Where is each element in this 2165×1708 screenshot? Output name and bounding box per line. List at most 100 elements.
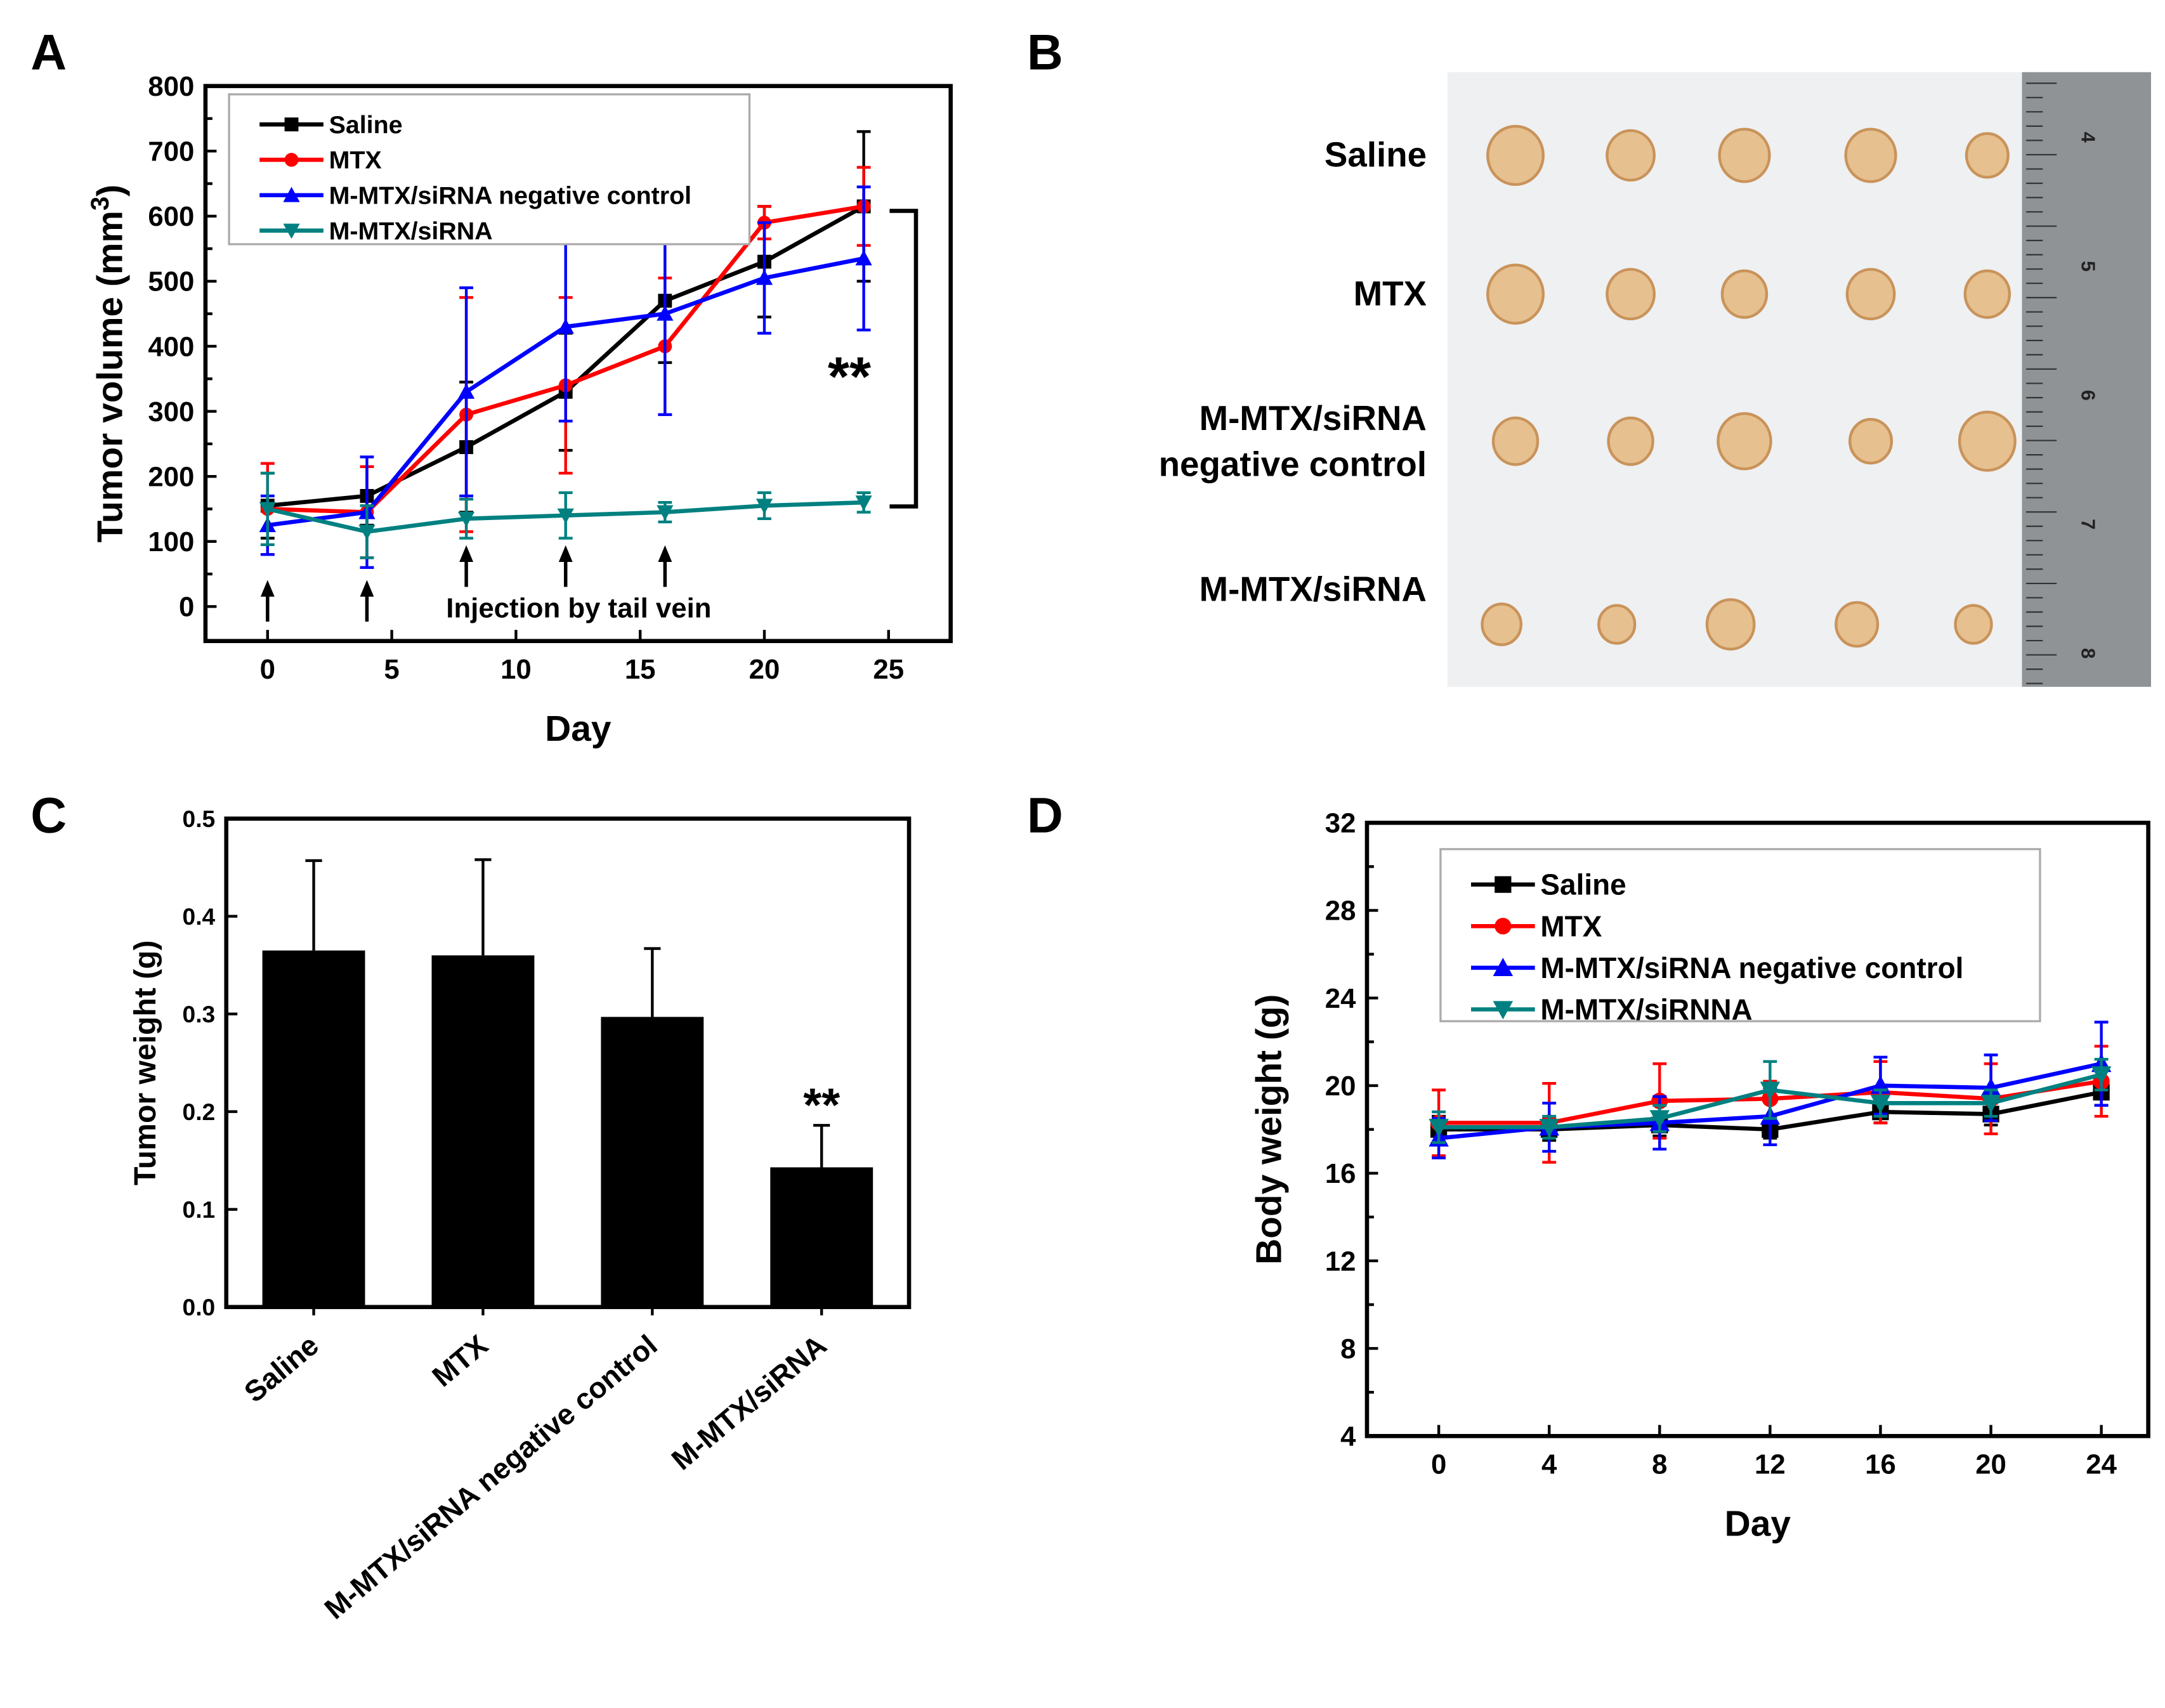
y-tick-label: 600 — [148, 201, 194, 232]
x-tick-label: 16 — [1865, 1449, 1896, 1480]
x-tick-label: MTX — [426, 1328, 494, 1393]
y-tick-label: 100 — [148, 526, 194, 557]
row-label: MTX — [1354, 273, 1427, 313]
legend-marker — [284, 153, 299, 167]
tumor-sample — [1597, 604, 1637, 645]
legend-label: M-MTX/siRNA negative control — [1540, 951, 1963, 984]
injection-arrow-head — [260, 580, 275, 597]
tumor-sample — [1954, 604, 1993, 645]
x-tick-label: 8 — [1652, 1449, 1667, 1480]
legend-label: MTX — [329, 147, 382, 174]
data-point — [657, 505, 674, 521]
data-point — [1539, 1119, 1559, 1138]
y-tick-label: 0.2 — [183, 1098, 216, 1125]
injection-arrow-head — [360, 580, 374, 597]
y-tick-label: 4 — [1340, 1421, 1356, 1452]
data-point — [358, 525, 376, 540]
significance-bracket — [889, 209, 919, 509]
x-tick-label: 24 — [2086, 1449, 2117, 1480]
row-label: Saline — [1325, 135, 1427, 174]
data-point — [1760, 1081, 1781, 1100]
y-tick-label: 700 — [148, 136, 194, 167]
tumor-sample — [1606, 268, 1656, 321]
bar — [431, 955, 535, 1307]
legend-label: M-MTX/siRNA — [329, 217, 493, 245]
y-tick-label: 24 — [1325, 983, 1356, 1014]
x-tick-label: 4 — [1541, 1449, 1557, 1480]
y-axis-label: Tumor weight (g) — [128, 940, 162, 1185]
x-tick-label: 20 — [1975, 1449, 2006, 1480]
data-point — [1429, 1119, 1449, 1138]
panel-b-tumor-photo: 4 5 6 7 8 Saline MTX M-MTX/siRNA negative contro… — [1159, 72, 2151, 687]
legend-marker — [1493, 958, 1514, 977]
legend-label: Saline — [1540, 868, 1626, 901]
data-point — [457, 383, 475, 399]
bar — [262, 950, 365, 1307]
tumor-sample — [1486, 124, 1545, 186]
x-tick-label: 25 — [873, 654, 904, 685]
ruler-number: 7 — [2077, 519, 2099, 530]
tumor-sample — [1965, 132, 2010, 179]
tumor-sample — [1718, 127, 1771, 183]
x-tick-label: 20 — [749, 654, 780, 685]
data-point — [855, 250, 872, 266]
tumor-sample — [1491, 416, 1540, 466]
panel-a-tumor-volume-chart: 0 100 200 300 400 500 600 700 800 0 5 10 15 20 25 Day Tu… — [86, 71, 953, 749]
y-tick-label: 500 — [148, 266, 194, 297]
ruler-number: 6 — [2077, 390, 2099, 401]
data-point — [2091, 1066, 2112, 1085]
panel-label-c: C — [30, 788, 67, 844]
ruler — [2022, 72, 2151, 687]
data-point — [259, 502, 276, 518]
y-tick-label: 8 — [1340, 1333, 1356, 1364]
legend-label: M-MTX/siRNNA — [1540, 993, 1752, 1026]
y-tick-label: 0.0 — [183, 1294, 216, 1320]
y-tick-label: 0 — [179, 592, 194, 623]
legend-box — [1439, 848, 2041, 1022]
bar — [770, 1167, 873, 1307]
legend-label: Saline — [329, 111, 403, 139]
tumor-sample — [1963, 269, 2011, 319]
significance-label: ** — [803, 1079, 840, 1131]
plot-frame — [203, 84, 953, 643]
x-tick-label: M-MTX/siRNA negative control — [318, 1328, 663, 1626]
ruler-number: 5 — [2077, 261, 2099, 271]
legend-label: MTX — [1540, 909, 1602, 942]
row-label: M-MTX/siRNA — [1200, 398, 1427, 438]
tumor-sample — [1845, 268, 1896, 321]
legend-marker — [1493, 1001, 1514, 1020]
row-label: M-MTX/siRNA — [1200, 569, 1427, 608]
y-tick-label: 16 — [1325, 1158, 1356, 1189]
tumor-sample — [1848, 418, 1894, 465]
tumor-sample — [1607, 416, 1654, 466]
data-point — [1870, 1095, 1891, 1114]
x-tick-label: 0 — [1431, 1449, 1446, 1480]
tumor-sample — [1717, 412, 1772, 471]
series-m-mtx-sirna — [259, 471, 872, 559]
injection-annotation: Injection by tail vein — [446, 593, 711, 624]
y-tick-label: 32 — [1325, 808, 1356, 839]
x-axis-label: Day — [1725, 1504, 1791, 1544]
plot-frame — [224, 816, 912, 1310]
panel-label-d: D — [1027, 788, 1063, 844]
y-tick-label: 200 — [148, 461, 194, 492]
tumor-sample — [1844, 127, 1897, 183]
tumor-sample — [1835, 601, 1880, 648]
data-point — [1980, 1095, 2001, 1114]
tumor-sample — [1481, 603, 1522, 646]
y-tick-label: 0.4 — [183, 903, 216, 930]
legend-marker — [283, 223, 300, 239]
tumor-sample — [1705, 598, 1756, 651]
data-point — [1980, 1078, 2001, 1097]
x-tick-label: 5 — [384, 654, 399, 685]
data-point — [557, 318, 574, 334]
y-tick-label: 0.3 — [183, 1001, 216, 1027]
x-tick-label: 12 — [1755, 1449, 1786, 1480]
x-tick-label: 10 — [500, 654, 532, 685]
injection-arrow-head — [459, 545, 474, 562]
x-tick-label: M-MTX/siRNA — [665, 1328, 832, 1476]
row-label: negative control — [1159, 444, 1427, 483]
x-tick-label: Saline — [238, 1328, 325, 1409]
panel-d-body-weight-chart: 4 8 12 16 20 24 28 32 0 4 8 12 16 20 24 Day Body weight … — [1249, 808, 2150, 1544]
